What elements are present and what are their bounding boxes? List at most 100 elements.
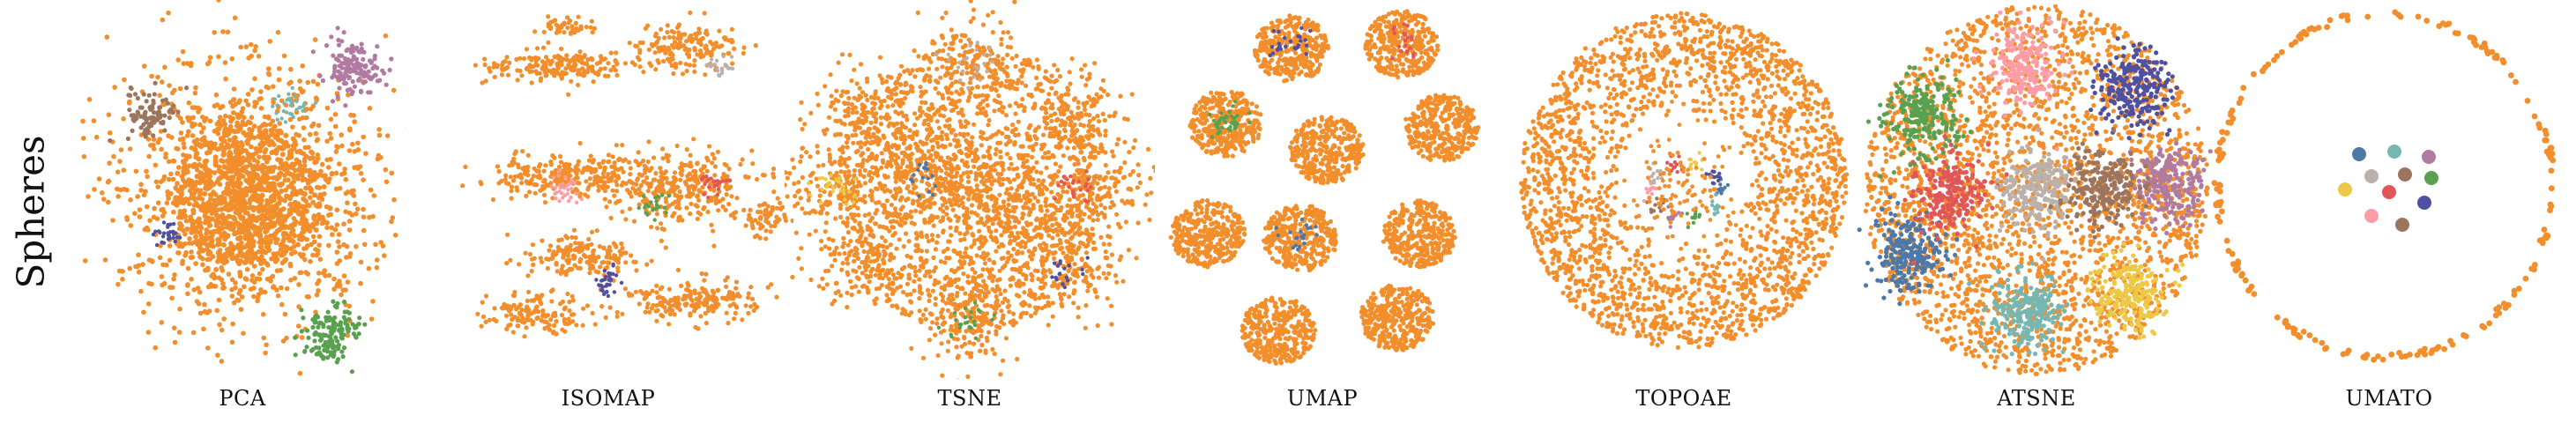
- point: [614, 314, 620, 319]
- point: [638, 182, 644, 188]
- point: [714, 58, 719, 63]
- point: [231, 86, 237, 92]
- point: [282, 173, 287, 178]
- point: [177, 306, 182, 312]
- point: [324, 220, 330, 226]
- point: [703, 46, 708, 51]
- point: [567, 266, 572, 271]
- point: [312, 37, 318, 42]
- point: [611, 64, 616, 70]
- point: [687, 63, 693, 68]
- point: [299, 308, 304, 313]
- point: [197, 180, 203, 186]
- point: [191, 203, 197, 208]
- point: [596, 183, 601, 189]
- point: [527, 55, 532, 61]
- point: [264, 155, 271, 161]
- point: [146, 93, 152, 98]
- point: [206, 223, 212, 228]
- point: [883, 78, 890, 85]
- point: [592, 259, 598, 264]
- point: [216, 239, 222, 245]
- point: [696, 30, 703, 35]
- point: [336, 69, 341, 74]
- point: [647, 309, 652, 315]
- point: [191, 162, 197, 167]
- point: [507, 163, 512, 168]
- point: [897, 197, 903, 203]
- point: [237, 287, 243, 293]
- point: [606, 160, 611, 165]
- point: [540, 45, 547, 50]
- point: [246, 119, 251, 125]
- point: [722, 296, 727, 301]
- point: [684, 39, 689, 44]
- point: [171, 159, 177, 164]
- point: [494, 318, 499, 323]
- point: [620, 311, 625, 316]
- point: [301, 176, 307, 182]
- point: [617, 249, 622, 254]
- point: [532, 166, 537, 171]
- caption-pca: PCA: [219, 386, 266, 411]
- point: [654, 199, 659, 204]
- point: [664, 152, 669, 158]
- point: [729, 194, 734, 199]
- point: [765, 285, 771, 290]
- point: [957, 119, 963, 124]
- point: [934, 240, 940, 245]
- point: [274, 133, 280, 138]
- point: [221, 130, 227, 136]
- point: [577, 181, 582, 186]
- point: [702, 289, 707, 294]
- point: [258, 106, 264, 111]
- point: [274, 228, 280, 234]
- point: [684, 205, 689, 211]
- point: [906, 272, 912, 278]
- point: [312, 338, 317, 344]
- point: [698, 167, 704, 173]
- point: [868, 120, 874, 125]
- point: [686, 55, 692, 60]
- point: [339, 65, 345, 70]
- point: [953, 174, 958, 179]
- point: [1035, 198, 1040, 204]
- point: [266, 187, 272, 193]
- point: [571, 256, 577, 261]
- point: [302, 159, 308, 164]
- point: [507, 304, 512, 309]
- point: [373, 72, 378, 78]
- point: [1003, 113, 1009, 118]
- point: [188, 63, 194, 69]
- point: [145, 174, 150, 180]
- point: [249, 240, 255, 246]
- point: [532, 190, 538, 196]
- point: [959, 158, 964, 163]
- point: [1034, 307, 1039, 312]
- point: [349, 212, 355, 218]
- point: [706, 306, 711, 311]
- point: [267, 39, 272, 44]
- point: [599, 179, 604, 184]
- point: [619, 280, 624, 286]
- point: [585, 194, 591, 199]
- point: [246, 217, 252, 223]
- point: [704, 271, 709, 277]
- point: [212, 197, 218, 204]
- point: [302, 101, 307, 106]
- point: [538, 162, 543, 167]
- point: [339, 336, 345, 341]
- point: [525, 152, 531, 158]
- point: [129, 113, 134, 118]
- point: [677, 40, 682, 46]
- point: [479, 323, 484, 329]
- point: [979, 143, 984, 148]
- point: [491, 61, 497, 66]
- point: [689, 201, 694, 206]
- point: [1029, 93, 1034, 98]
- point: [1057, 292, 1062, 297]
- point: [894, 246, 899, 251]
- point: [225, 29, 231, 35]
- point: [247, 162, 253, 168]
- point: [197, 122, 203, 128]
